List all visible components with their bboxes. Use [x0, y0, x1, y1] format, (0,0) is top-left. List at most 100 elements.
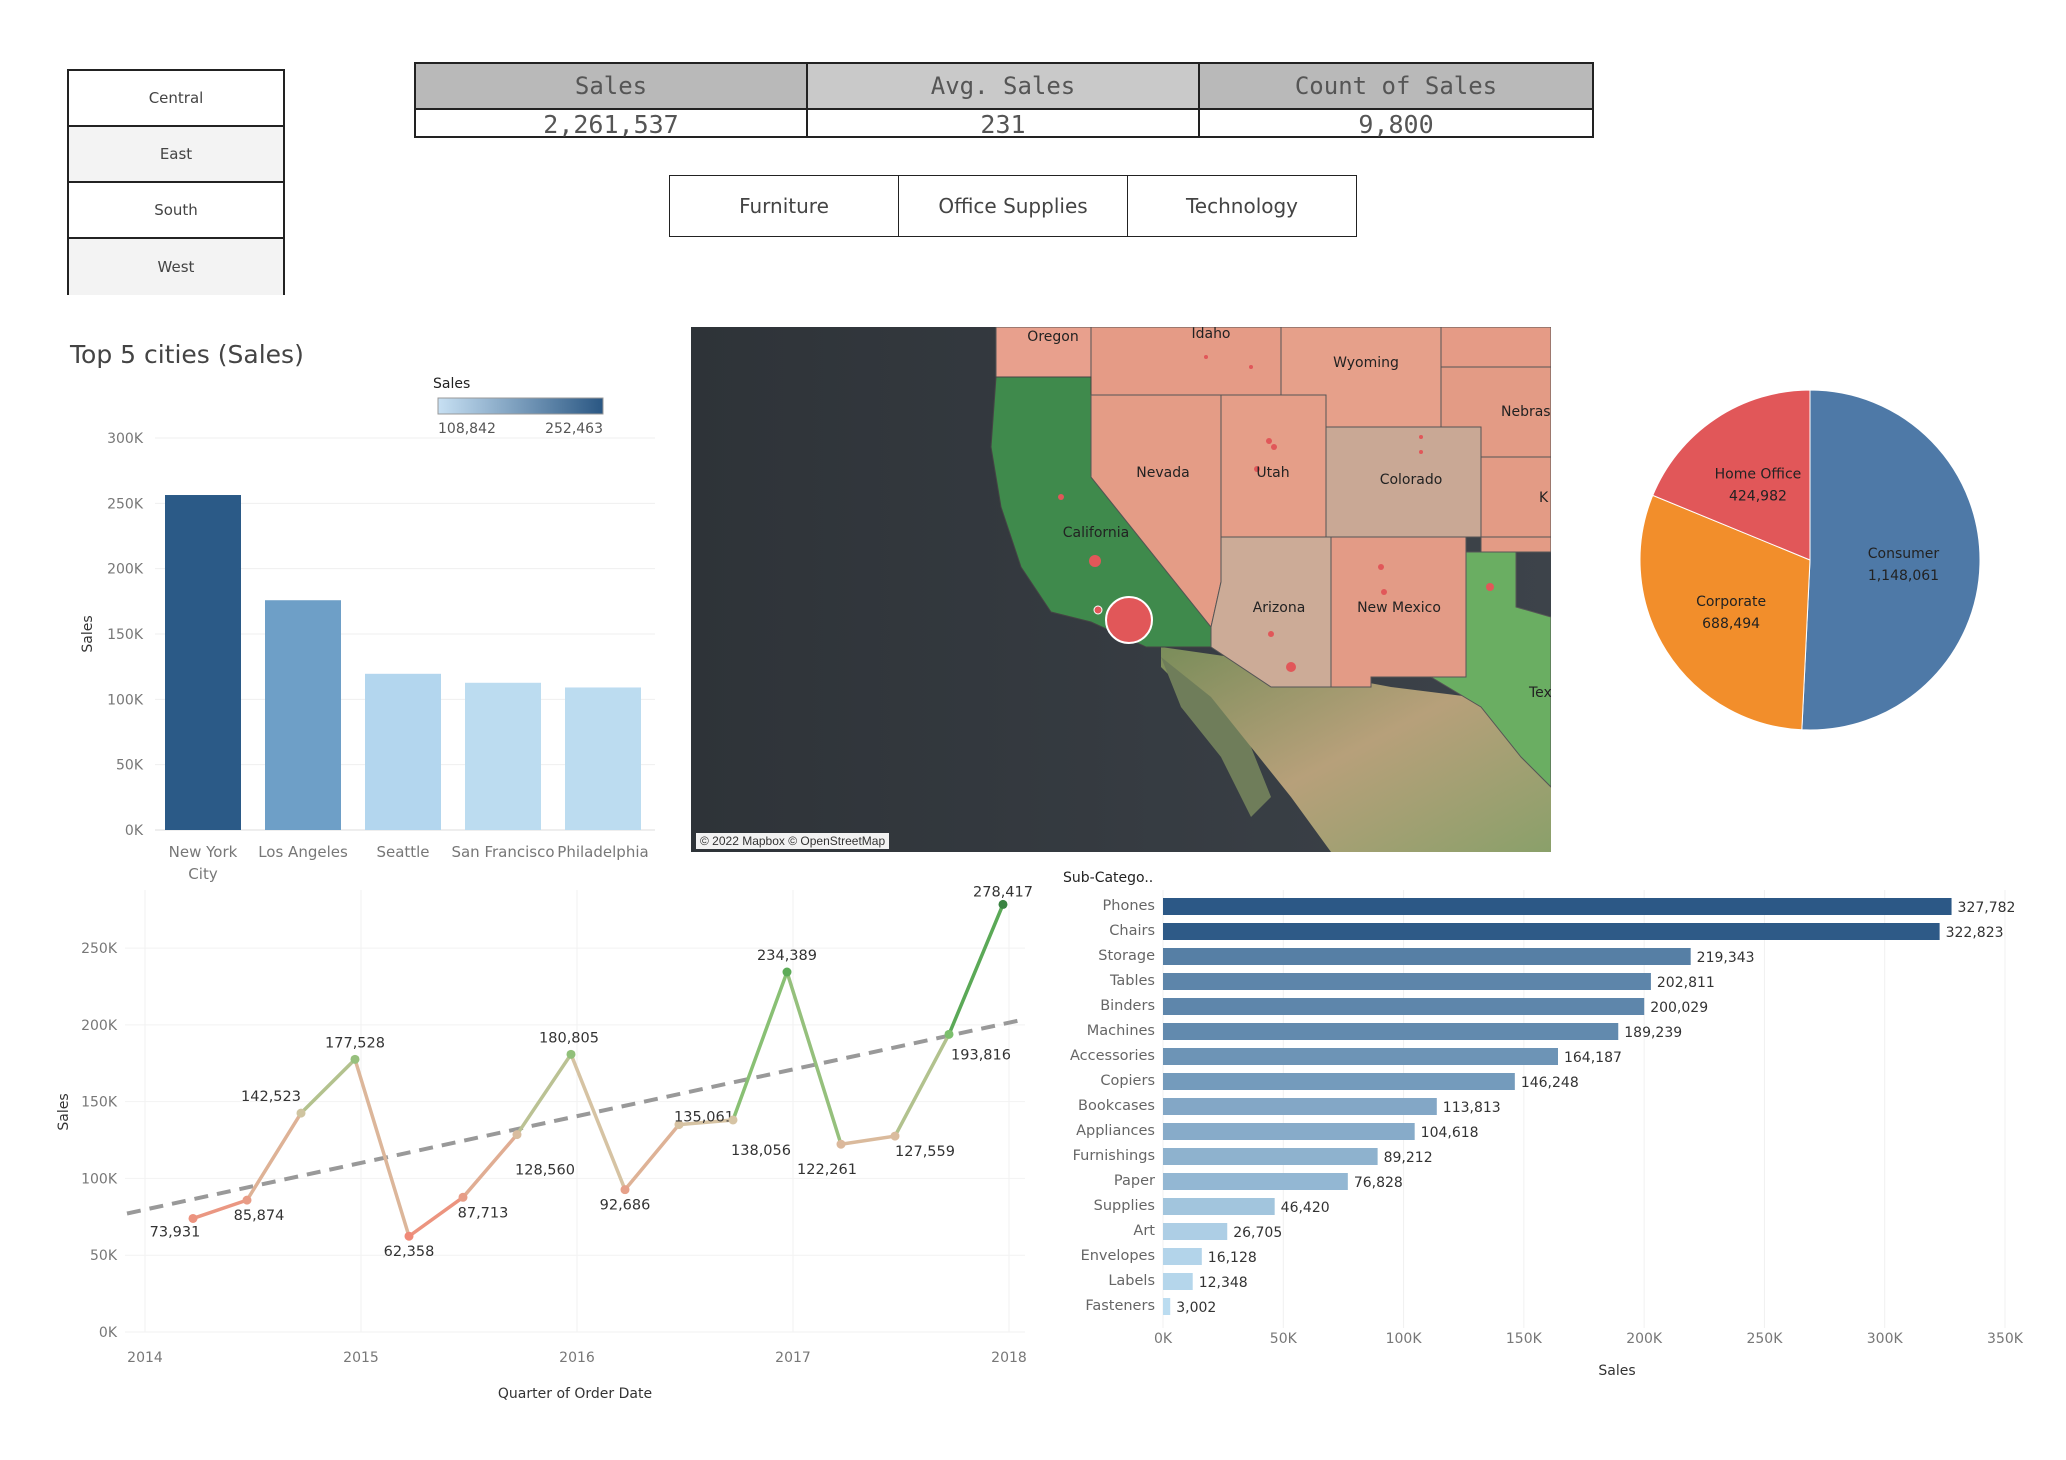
bar-value-label: 12,348	[1199, 1275, 1248, 1291]
data-label: 127,559	[895, 1144, 955, 1160]
top5-cities-chart: 0K 50K 100K 150K 200K 250K 300K Sales New York Ci…	[80, 376, 655, 883]
data-point	[512, 1130, 522, 1140]
data-label: 87,713	[458, 1205, 509, 1221]
legend-max: 252,463	[545, 421, 603, 437]
row-label-appliances: Appliances	[1076, 1123, 1155, 1139]
pie-label-value: 1,148,061	[1868, 568, 1939, 584]
bar-value-label: 104,618	[1421, 1125, 1479, 1141]
y-tick-label: 0K	[125, 823, 144, 839]
x-axis-title: Sales	[1598, 1363, 1635, 1379]
category-technology-button[interactable]: Technology	[1185, 194, 1299, 218]
y-tick-label: 50K	[116, 758, 144, 774]
region-south-button[interactable]: South	[69, 183, 283, 239]
y-tick-label: 300K	[107, 431, 144, 447]
bar-copiers	[1163, 1073, 1515, 1090]
data-label: 73,931	[150, 1224, 201, 1240]
y-tick-label: 50K	[90, 1248, 118, 1264]
category-furniture-button[interactable]: Furniture	[670, 176, 899, 236]
map-label-arizona: Arizona	[1253, 600, 1306, 616]
legend-color-ramp	[437, 397, 604, 415]
legend-title: Sales	[433, 376, 470, 392]
map-label-idaho: Idaho	[1191, 327, 1230, 342]
row-label-paper: Paper	[1114, 1173, 1155, 1189]
map-label-nebraska: Nebras	[1501, 404, 1551, 420]
x-tick-label: 0K	[1154, 1331, 1173, 1347]
bar-machines	[1163, 1023, 1619, 1040]
y-tick-label: 0K	[99, 1325, 118, 1341]
bar-value-label: 219,343	[1697, 950, 1755, 966]
segment-pie-chart: Consumer 1,148,061 Corporate 688,494 Home Of…	[1639, 389, 1981, 731]
data-label: 234,389	[757, 948, 817, 964]
pie-label-name: Home Office	[1715, 466, 1802, 482]
legend-min: 108,842	[438, 421, 496, 437]
row-label-accessories: Accessories	[1070, 1048, 1155, 1064]
data-point	[242, 1195, 252, 1205]
line-segment	[461, 1132, 519, 1200]
data-point	[782, 967, 792, 977]
bar-los-angeles	[265, 600, 341, 830]
data-label: 138,056	[731, 1143, 791, 1159]
sales-map[interactable]: Oregon Idaho Wyoming Nebras Nevada Utah …	[691, 327, 1551, 852]
x-tick-label: 150K	[1506, 1331, 1543, 1347]
bar-chairs	[1163, 923, 1940, 940]
kpi-value-sales: 2,261,537	[416, 110, 808, 139]
map-attribution[interactable]: © 2022 Mapbox © OpenStreetMap	[696, 833, 890, 849]
category-office-supplies-button[interactable]: Office Supplies	[899, 176, 1128, 236]
line-segment	[839, 1134, 897, 1146]
bar-phones	[1163, 898, 1952, 915]
bar-art	[1163, 1223, 1228, 1240]
data-point	[296, 1108, 306, 1118]
row-label-supplies: Supplies	[1094, 1198, 1155, 1214]
bar-san-francisco	[465, 682, 541, 830]
data-label: 278,417	[973, 884, 1033, 900]
x-tick-label: 2018	[991, 1350, 1027, 1366]
line-segment	[245, 1111, 303, 1202]
bar-supplies	[1163, 1198, 1275, 1215]
bar-value-label: 200,029	[1650, 1000, 1708, 1016]
data-point	[836, 1139, 846, 1149]
row-label-chairs: Chairs	[1109, 923, 1155, 939]
y-tick-label: 200K	[81, 1018, 118, 1034]
kpi-header-count: Count of Sales	[1200, 64, 1592, 110]
y-tick-label: 150K	[81, 1095, 118, 1111]
bar-value-label: 16,128	[1208, 1250, 1257, 1266]
sales-by-quarter-chart: 0K 50K 100K 150K 200K 250K 2014 2015 2016 2017 201…	[56, 884, 1033, 1402]
data-point	[350, 1054, 360, 1064]
sales-by-subcategory-chart: Sub-Catego.. 0K 50K 100K 150K 200K 250K 300K 350…	[1063, 870, 2024, 1379]
data-point	[728, 1115, 738, 1125]
y-tick-label: 200K	[107, 562, 144, 578]
map-label-texas: Tex	[1528, 685, 1551, 701]
region-west-button[interactable]: West	[69, 239, 283, 295]
data-label: 180,805	[539, 1030, 599, 1046]
kpi-value-avg-sales: 231	[808, 110, 1200, 139]
line-segment	[299, 1057, 357, 1115]
subcategory-header: Sub-Catego..	[1063, 870, 1153, 886]
x-tick-label: New York	[169, 843, 238, 861]
map-label-new-mexico: New Mexico	[1357, 600, 1441, 616]
region-east-button[interactable]: East	[69, 127, 283, 183]
y-tick-label: 100K	[107, 692, 144, 708]
bar-paper	[1163, 1173, 1348, 1190]
row-label-envelopes: Envelopes	[1081, 1248, 1155, 1264]
row-label-phones: Phones	[1103, 898, 1155, 914]
bar-fasteners	[1163, 1298, 1171, 1315]
line-segment	[353, 1057, 411, 1238]
bar-value-label: 46,420	[1281, 1200, 1330, 1216]
data-label: 92,686	[600, 1198, 651, 1214]
map-canvas: Oregon Idaho Wyoming Nebras Nevada Utah …	[691, 327, 1551, 852]
data-label: 128,560	[515, 1163, 575, 1179]
kpi-header-avg-sales: Avg. Sales	[808, 64, 1200, 110]
row-label-binders: Binders	[1100, 998, 1155, 1014]
pie-slice-corporate	[1639, 494, 1811, 731]
map-label-california: California	[1063, 525, 1129, 541]
x-tick-label: 250K	[1746, 1331, 1783, 1347]
map-label-oregon: Oregon	[1027, 329, 1078, 345]
row-label-art: Art	[1133, 1223, 1155, 1239]
x-tick-label: Philadelphia	[557, 843, 648, 861]
bar-value-label: 202,811	[1657, 975, 1715, 991]
data-label: 193,816	[951, 1047, 1011, 1063]
bar-value-label: 322,823	[1946, 925, 2004, 941]
region-central-button[interactable]: Central	[69, 71, 283, 127]
bar-storage	[1163, 948, 1691, 965]
bar-seattle	[365, 673, 441, 830]
